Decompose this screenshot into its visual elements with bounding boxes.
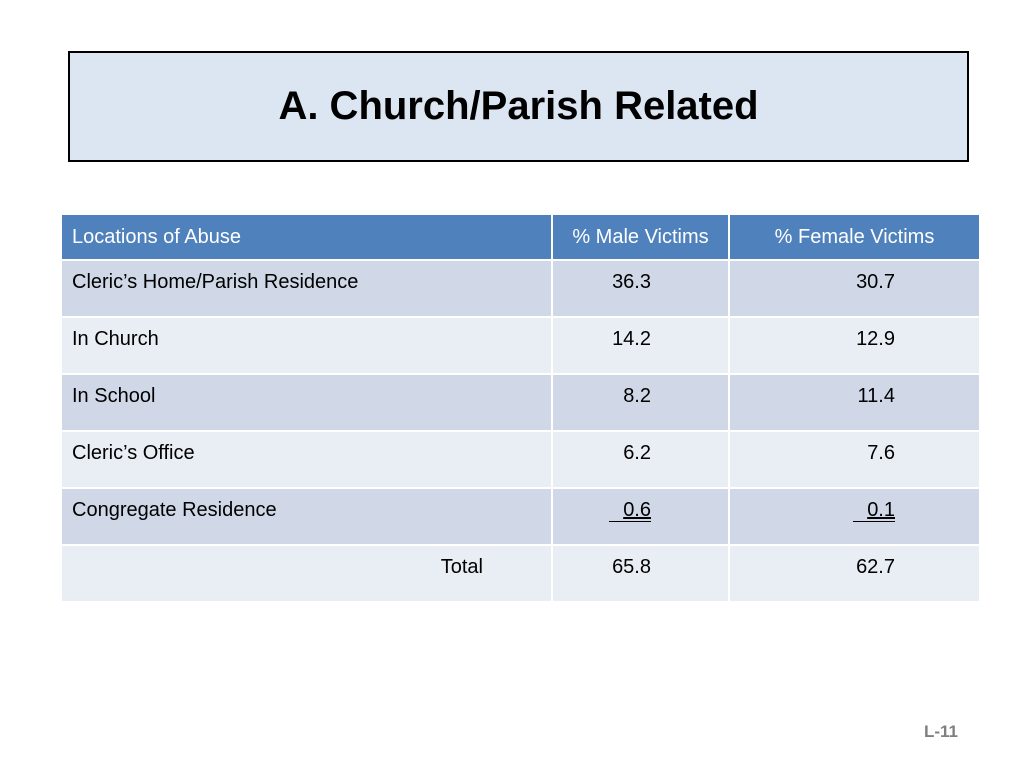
- cell: 8.2: [551, 373, 730, 432]
- cell: 12.9: [728, 316, 981, 375]
- table-row: Cleric’s Home/Parish Residence 36.3 30.7: [60, 259, 981, 318]
- cell: Cleric’s Home/Parish Residence: [60, 259, 553, 318]
- title: A. Church/Parish Related: [278, 84, 759, 128]
- cell: 7.6: [728, 430, 981, 489]
- cell: 0.6: [551, 487, 730, 546]
- table-row: Cleric’s Office 6.2 7.6: [60, 430, 981, 489]
- column-header: Locations of Abuse: [60, 213, 553, 261]
- cell: 6.2: [551, 430, 730, 489]
- page-label: L-11: [924, 722, 959, 741]
- column-header: % Male Victims: [551, 213, 730, 261]
- total-row: Total 65.8 62.7: [60, 544, 981, 603]
- cell: 62.7: [728, 544, 981, 603]
- cell: In School: [60, 373, 553, 432]
- title-box: A. Church/Parish Related: [68, 51, 969, 162]
- cell: 65.8: [551, 544, 730, 603]
- table-row: In Church 14.2 12.9: [60, 316, 981, 375]
- cell: In Church: [60, 316, 553, 375]
- cell: 11.4: [728, 373, 981, 432]
- cell: Congregate Residence: [60, 487, 553, 546]
- table-row: Congregate Residence 0.6 0.1: [60, 487, 981, 546]
- column-header: % Female Victims: [728, 213, 981, 261]
- header-row: Locations of Abuse % Male Victims % Fema…: [60, 213, 981, 261]
- cell: 0.1: [728, 487, 981, 546]
- table-row: In School 8.2 11.4: [60, 373, 981, 432]
- cell: Total: [60, 544, 553, 603]
- data-table: Locations of Abuse % Male Victims % Fema…: [60, 213, 981, 603]
- underlined-value: 0.6: [609, 499, 651, 522]
- cell: 14.2: [551, 316, 730, 375]
- cell: Cleric’s Office: [60, 430, 553, 489]
- cell: 36.3: [551, 259, 730, 318]
- underlined-value: 0.1: [853, 499, 895, 522]
- cell: 30.7: [728, 259, 981, 318]
